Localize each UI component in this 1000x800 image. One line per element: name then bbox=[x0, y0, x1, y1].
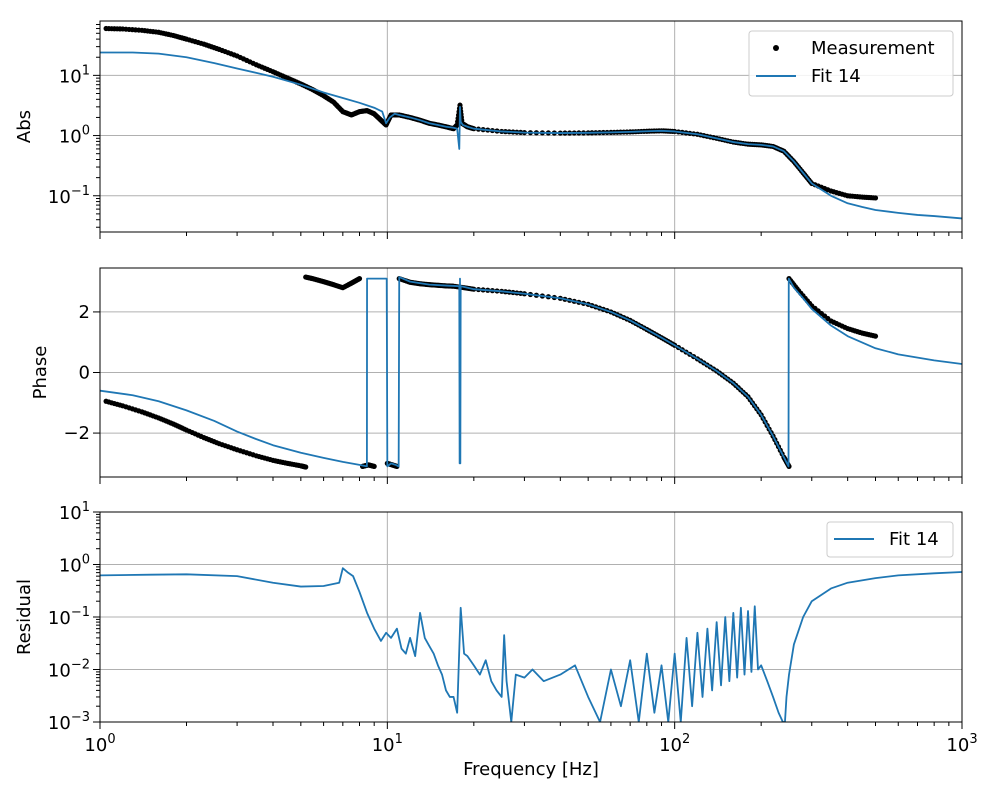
tick-label: 10−2 bbox=[48, 658, 90, 682]
plot-area bbox=[100, 274, 962, 470]
y-axis-label: Residual bbox=[14, 579, 35, 655]
tick-label: 100 bbox=[59, 553, 90, 577]
tick-label: 0 bbox=[79, 363, 90, 384]
tick-label: 101 bbox=[59, 63, 90, 87]
grid bbox=[100, 512, 962, 722]
x-axis-ticks bbox=[99, 232, 963, 239]
tick-label: 10−3 bbox=[48, 710, 90, 734]
legend: Fit 14 bbox=[826, 521, 954, 558]
legend-label: Fit 14 bbox=[811, 66, 861, 87]
series-line-fit bbox=[100, 276, 962, 468]
series-line-fit bbox=[100, 567, 962, 722]
data-point bbox=[356, 276, 363, 282]
data-point bbox=[872, 195, 879, 201]
data-point bbox=[303, 464, 309, 470]
axes-frame bbox=[99, 20, 963, 233]
tick-label: 102 bbox=[659, 732, 690, 756]
x-axis-ticks: 100 101 102 103 bbox=[84, 722, 978, 756]
data-point bbox=[872, 333, 879, 339]
data-point bbox=[371, 463, 377, 469]
panel-residual: 100 101 102 103 10−3 10−2 10−1 100 101 Residual Fr… bbox=[14, 500, 978, 780]
y-axis-ticks: 10−1 100 101 bbox=[48, 23, 100, 228]
tick-label: 2 bbox=[79, 302, 90, 323]
legend-box bbox=[748, 30, 954, 97]
y-axis-label: Phase bbox=[30, 346, 51, 400]
legend-marker-measurement bbox=[773, 45, 779, 51]
legend: Measurement Fit 14 bbox=[748, 30, 954, 97]
tick-label: 103 bbox=[946, 732, 977, 756]
y-axis-ticks: 10−3 10−2 10−1 100 101 bbox=[48, 500, 100, 734]
panel-phase: −2 0 2 Phase bbox=[30, 267, 963, 484]
plot-area bbox=[100, 25, 962, 220]
y-axis-ticks: −2 0 2 bbox=[63, 302, 100, 444]
panel-magnitude: 10−1 100 101 Abs Measurement Fit 14 bbox=[14, 20, 963, 239]
tick-label: −2 bbox=[63, 423, 90, 444]
tick-label: 10−1 bbox=[48, 184, 90, 208]
plot-area bbox=[100, 567, 962, 722]
x-axis-ticks bbox=[99, 477, 963, 484]
x-axis-label: Frequency [Hz] bbox=[463, 759, 599, 780]
tick-label: 10−1 bbox=[48, 605, 90, 629]
tick-label: 100 bbox=[84, 732, 115, 756]
legend-box bbox=[826, 521, 954, 558]
legend-label: Measurement bbox=[811, 38, 935, 59]
y-axis-label: Abs bbox=[14, 110, 35, 143]
tick-label: 101 bbox=[59, 500, 90, 524]
tick-label: 100 bbox=[59, 124, 90, 148]
legend-label: Fit 14 bbox=[889, 529, 939, 550]
series-line-fit bbox=[100, 51, 962, 220]
tick-label: 101 bbox=[372, 732, 403, 756]
